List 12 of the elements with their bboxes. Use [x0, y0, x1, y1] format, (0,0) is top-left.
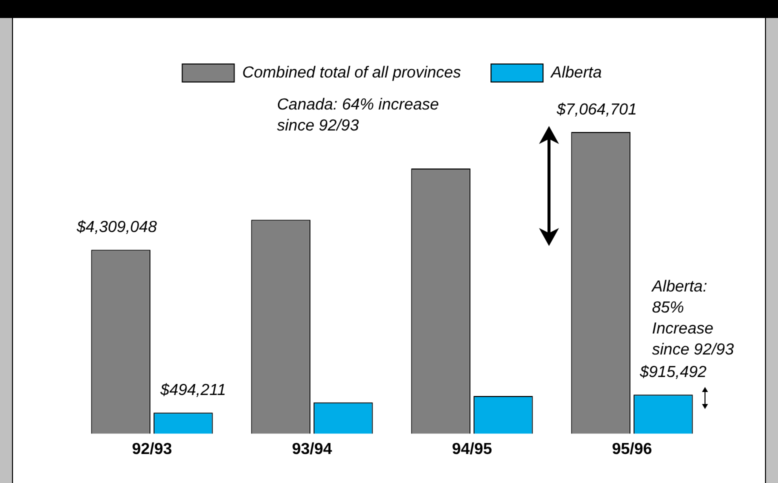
data-label: $4,309,048	[76, 219, 157, 236]
legend-label: Combined total of all provinces	[242, 64, 462, 82]
x-tick-label: 94/95	[452, 440, 492, 458]
annotation: Canada: 64% increase since 92/93	[277, 96, 439, 134]
data-label: $7,064,701	[556, 101, 637, 118]
x-tick-label: 93/94	[292, 440, 332, 458]
x-tick-label: 92/93	[132, 440, 172, 458]
x-tick-label: 95/96	[612, 440, 652, 458]
legend-label: Alberta	[550, 64, 602, 82]
annotation: Alberta: 85% Increase since 92/93	[651, 278, 734, 358]
data-label: $494,211	[159, 382, 226, 400]
data-label: $915,492	[638, 364, 707, 382]
